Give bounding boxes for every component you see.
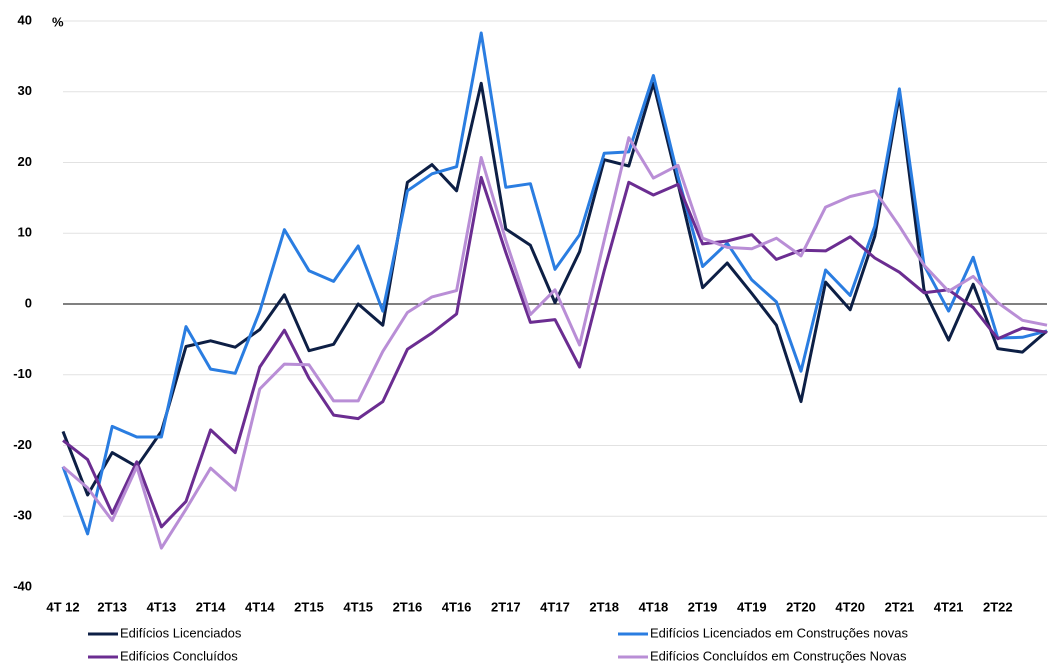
y-tick-label: 30 xyxy=(18,83,32,98)
x-tick-label: 4T 12 xyxy=(46,599,79,614)
y-tick-label: 10 xyxy=(18,225,32,240)
x-tick-label: 2T17 xyxy=(491,599,521,614)
y-tick-label: -20 xyxy=(13,437,32,452)
series-line xyxy=(62,136,1048,550)
y-tick-label: -30 xyxy=(13,508,32,523)
legend-label: Edifícios Licenciados xyxy=(120,625,242,640)
y-unit: % xyxy=(52,14,64,29)
y-tick-label: -10 xyxy=(13,366,32,381)
x-tick-label: 2T13 xyxy=(97,599,127,614)
x-tick-label: 4T17 xyxy=(540,599,570,614)
x-tick-label: 4T15 xyxy=(343,599,373,614)
legend-label: Edifícios Concluídos em Construções Nova… xyxy=(650,648,907,663)
x-tick-label: 2T21 xyxy=(885,599,915,614)
legend-label: Edifícios Licenciados em Construções nov… xyxy=(650,625,908,640)
x-tick-label: 2T18 xyxy=(589,599,619,614)
x-tick-label: 4T20 xyxy=(835,599,865,614)
series-line xyxy=(61,81,1048,497)
x-tick-label: 4T14 xyxy=(245,599,275,614)
x-tick-label: 4T19 xyxy=(737,599,767,614)
y-tick-label: -40 xyxy=(13,578,32,593)
x-tick-label: 4T21 xyxy=(934,599,964,614)
series-line xyxy=(62,175,1048,529)
y-tick-label: 20 xyxy=(18,154,32,169)
x-tick-label: 2T16 xyxy=(393,599,423,614)
x-tick-label: 4T18 xyxy=(639,599,669,614)
x-tick-label: 2T19 xyxy=(688,599,718,614)
y-tick-label: 0 xyxy=(25,295,32,310)
legend-label: Edifícios Concluídos xyxy=(120,648,238,663)
x-tick-label: 2T22 xyxy=(983,599,1013,614)
x-tick-label: 4T16 xyxy=(442,599,472,614)
series-line xyxy=(61,31,1048,536)
x-tick-label: 4T13 xyxy=(147,599,177,614)
x-tick-label: 2T20 xyxy=(786,599,816,614)
x-tick-label: 2T14 xyxy=(196,599,226,614)
y-tick-label: 40 xyxy=(18,12,32,27)
x-tick-label: 2T15 xyxy=(294,599,324,614)
